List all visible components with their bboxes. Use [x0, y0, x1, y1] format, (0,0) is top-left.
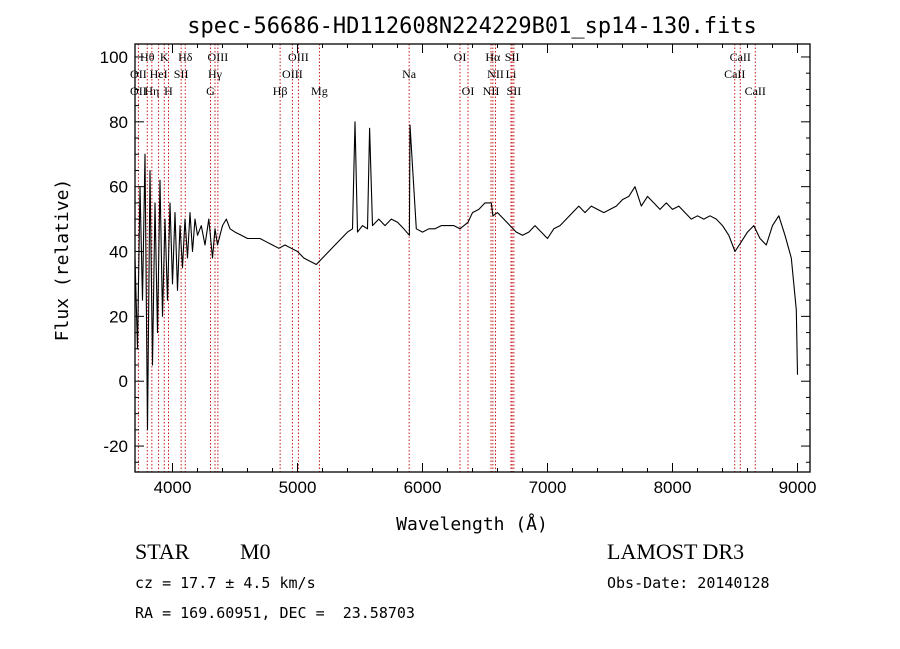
x-axis-label: Wavelength (Å) — [396, 513, 548, 535]
line-label: H — [164, 84, 173, 98]
y-tick-label: 20 — [109, 307, 128, 326]
line-label: OIII — [282, 67, 303, 81]
redshift-cz: cz = 17.7 ± 4.5 km/s — [135, 574, 316, 592]
x-tick-label: 9000 — [779, 478, 817, 497]
line-label: CaII — [730, 50, 751, 64]
x-tick-label: 7000 — [529, 478, 567, 497]
line-label: NII — [483, 84, 500, 98]
line-label: SII — [174, 67, 189, 81]
line-label: HeI — [150, 67, 168, 81]
x-tick-label: 4000 — [154, 478, 192, 497]
x-tick-label: 5000 — [279, 478, 317, 497]
survey-name: LAMOST DR3 — [607, 539, 745, 564]
coordinates: RA = 169.60951, DEC = 23.58703 — [135, 604, 415, 622]
y-tick-label: 60 — [109, 178, 128, 197]
spectrum-line — [134, 121, 799, 431]
line-label: NII — [487, 67, 504, 81]
line-label: G — [206, 84, 215, 98]
line-label: Hδ — [178, 50, 193, 64]
line-label: Hα — [485, 50, 501, 64]
line-label: OIII — [208, 50, 229, 64]
line-label: OII — [130, 67, 147, 81]
line-label: K — [160, 50, 169, 64]
y-tick-label: 80 — [109, 113, 128, 132]
line-label: Hβ — [273, 84, 288, 98]
line-label: Hθ — [140, 50, 155, 64]
object-subclass: M0 — [240, 539, 271, 564]
line-label: Na — [402, 67, 417, 81]
line-label: Hη — [144, 84, 159, 98]
line-label: CaII — [724, 67, 745, 81]
x-tick-label: 6000 — [404, 478, 442, 497]
y-tick-label: 40 — [109, 243, 128, 262]
line-label: OI — [462, 84, 475, 98]
plot-frame — [134, 43, 811, 473]
line-label: Li — [506, 67, 517, 81]
y-tick-label: -20 — [103, 437, 128, 456]
line-label: OII — [130, 84, 147, 98]
obs-date: Obs-Date: 20140128 — [607, 574, 770, 592]
x-tick-label: 8000 — [654, 478, 692, 497]
line-label: SII — [505, 50, 520, 64]
y-tick-label: 100 — [100, 48, 128, 67]
y-axis-label: Flux (relative) — [52, 179, 73, 342]
y-tick-label: 0 — [119, 372, 128, 391]
line-label: OI — [454, 50, 467, 64]
line-label: CaII — [745, 84, 766, 98]
line-label: Hγ — [208, 67, 223, 81]
chart-title: spec-56686-HD112608N224229B01_sp14-130.f… — [187, 14, 757, 39]
line-label: OIII — [288, 50, 309, 64]
line-label: Mg — [311, 84, 328, 98]
line-label: SII — [507, 84, 522, 98]
object-class: STAR — [135, 539, 190, 564]
